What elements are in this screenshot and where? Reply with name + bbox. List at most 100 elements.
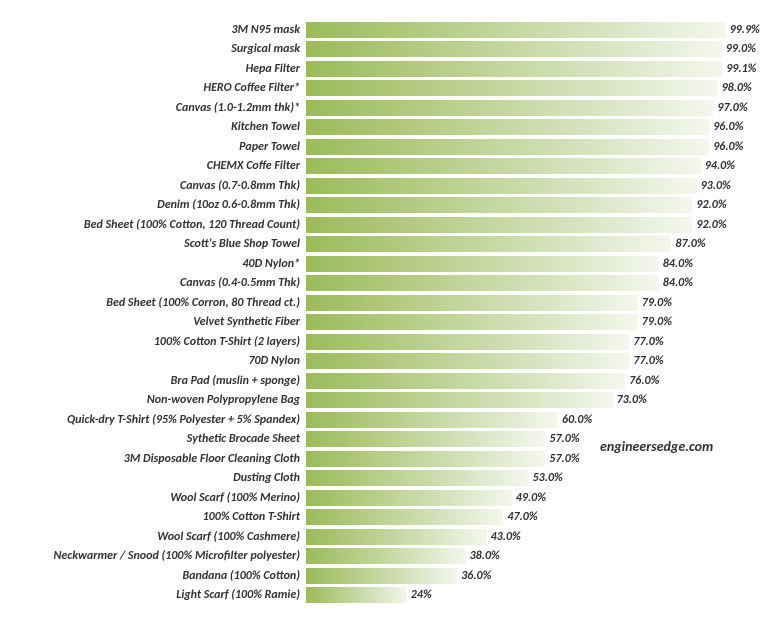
bar [306,568,457,584]
chart-row: Quick-dry T-Shirt (95% Polyester + 5% Sp… [10,410,744,429]
bar-area: 96.0% [306,119,744,135]
bar-area: 97.0% [306,100,744,116]
chart-row: 3M N95 mask99.9% [10,20,744,39]
chart-row: Canvas (0.7-0.8mm Thk) 93.0% [10,176,744,195]
bar-label: Kitchen Towel [10,120,306,134]
bar-area: 36.0% [306,568,744,584]
bar-label: Paper Towel [10,140,306,154]
bar-value: 79.0% [642,315,672,329]
chart-row: Hepa Filter99.1% [10,59,744,78]
bar [306,373,625,389]
chart-row: Denim (10oz 0.6-0.8mm Thk) 92.0% [10,196,744,215]
bar [306,158,701,174]
bar-value: 94.0% [705,159,735,173]
bar-label: 100% Cotton T-Shirt (2 layers) [10,335,306,349]
bar [306,353,629,369]
bar-label: 40D Nylon* [10,257,306,271]
bar-area: 79.0% [306,314,744,330]
chart-row: Kitchen Towel96.0% [10,118,744,137]
bar-area: 92.0% [306,197,744,213]
bar [306,490,512,506]
bar-value: 87.0% [675,237,705,251]
chart-row: Paper Towel96.0% [10,137,744,156]
bar-label: Light Scarf (100% Ramie) [10,588,306,602]
bar-value: 38.0% [470,549,500,563]
chart-row: 100% Cotton T-Shirt (2 layers)77.0% [10,332,744,351]
bar-value: 49.0% [516,491,546,505]
chart-row: Bed Sheet (100% Corron, 80 Thread ct.) 79… [10,293,744,312]
bar-label: 70D Nylon [10,354,306,368]
watermark-text: engineersedge.com [600,438,713,455]
bar-label: Canvas (1.0-1.2mm thk)* [10,101,306,115]
chart-row: Surgical mask99.0% [10,40,744,59]
bar [306,509,503,525]
chart-row: 40D Nylon*84.0% [10,254,744,273]
bar-label: Bed Sheet (100% Corron, 80 Thread ct.) [10,296,306,310]
filtration-bar-chart: 3M N95 mask99.9%Surgical mask99.0%Hepa F… [10,20,744,605]
bar [306,431,545,447]
chart-row: 70D Nylon 77.0% [10,352,744,371]
bar-value: 77.0% [633,354,663,368]
chart-row: Bed Sheet (100% Cotton, 120 Thread Count… [10,215,744,234]
bar-area: 24% [306,587,744,603]
bar-area: 38.0% [306,548,744,564]
bar-label: Hepa Filter [10,62,306,76]
bar [306,548,466,564]
bar-area: 77.0% [306,353,744,369]
bar-area: 76.0% [306,373,744,389]
bar-label: HERO Coffee Filter* [10,81,306,95]
bar-value: 57.0% [549,452,579,466]
bar-label: Denim (10oz 0.6-0.8mm Thk) [10,198,306,212]
bar-value: 76.0% [629,374,659,388]
chart-row: CHEMX Coffe Filter94.0% [10,157,744,176]
bar-value: 92.0% [696,198,726,212]
bar [306,100,713,116]
bar-label: Bra Pad (muslin + sponge) [10,374,306,388]
bar-value: 92.0% [696,218,726,232]
bar-area: 99.9% [306,22,744,38]
bar-value: 98.0% [722,81,752,95]
bar-label: Quick-dry T-Shirt (95% Polyester + 5% Sp… [10,413,306,427]
bar [306,256,659,272]
bar-label: 100% Cotton T-Shirt [10,510,306,524]
bar-label: Scott's Blue Shop Towel [10,237,306,251]
bar [306,451,545,467]
bar [306,275,659,291]
bar-area: 47.0% [306,509,744,525]
bar-area: 43.0% [306,529,744,545]
bar [306,392,613,408]
chart-row: Canvas (0.4-0.5mm Thk)84.0% [10,274,744,293]
bar-area: 53.0% [306,470,744,486]
bar [306,529,487,545]
chart-row: Dusting Cloth53.0% [10,469,744,488]
bar [306,139,709,155]
bar-value: 43.0% [491,530,521,544]
bar [306,295,638,311]
bar-area: 60.0% [306,412,744,428]
bar-value: 73.0% [617,393,647,407]
bar-area: 84.0% [306,256,744,272]
bar-area: 92.0% [306,217,744,233]
bar-value: 99.0% [726,42,756,56]
bar-area: 77.0% [306,334,744,350]
bar-area: 98.0% [306,80,744,96]
bar [306,197,692,213]
bar-label: Canvas (0.7-0.8mm Thk) [10,179,306,193]
bar-label: Bed Sheet (100% Cotton, 120 Thread Count… [10,218,306,232]
bar-area: 99.1% [306,61,744,77]
chart-row: 100% Cotton T-Shirt47.0% [10,508,744,527]
bar-value: 93.0% [701,179,731,193]
bar-label: Surgical mask [10,42,306,56]
bar [306,80,718,96]
bar [306,217,692,233]
bar [306,119,709,135]
bar-value: 97.0% [717,101,747,115]
chart-row: Non-woven Polypropylene Bag73.0% [10,391,744,410]
bar [306,22,726,38]
bar-area: 99.0% [306,41,744,57]
bar-label: Sythetic Brocade Sheet [10,432,306,446]
bar-value: 79.0% [642,296,672,310]
bar-area: 73.0% [306,392,744,408]
bar [306,236,671,252]
bar-label: 3M N95 mask [10,23,306,37]
